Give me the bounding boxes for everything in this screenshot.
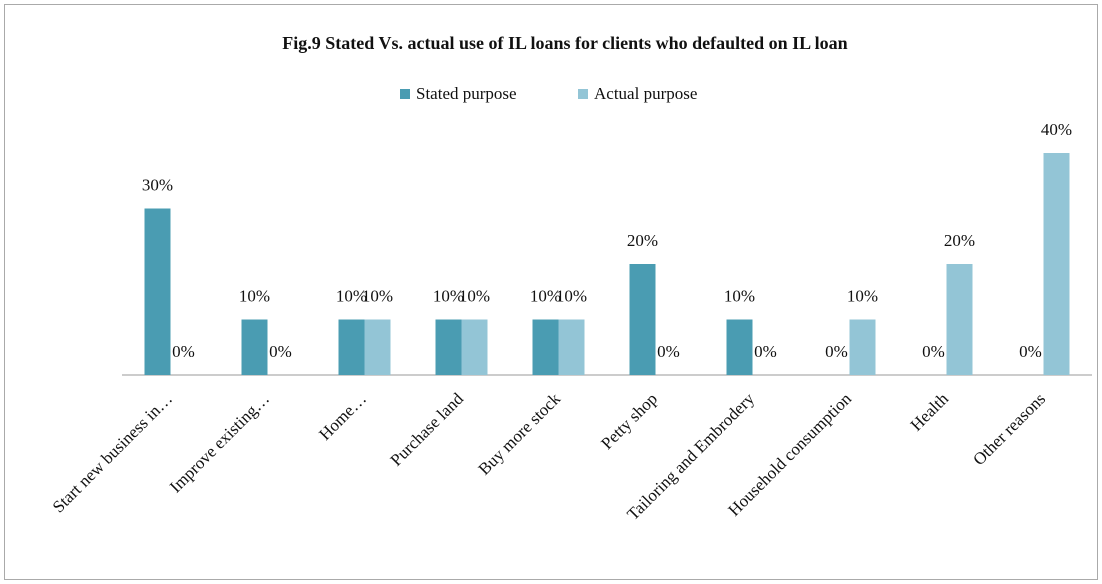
bar — [849, 319, 876, 375]
value-label: 10% — [459, 286, 490, 305]
legend-label: Stated purpose — [416, 84, 517, 103]
value-label: 0% — [657, 342, 680, 361]
value-label: 0% — [269, 342, 292, 361]
bar — [435, 319, 462, 375]
value-label: 10% — [530, 286, 561, 305]
bar — [241, 319, 268, 375]
bar — [338, 319, 365, 375]
value-label: 10% — [433, 286, 464, 305]
bar — [1043, 153, 1070, 375]
legend-swatch — [578, 89, 588, 99]
bar — [629, 264, 656, 375]
bar — [532, 319, 559, 375]
value-label: 20% — [627, 231, 658, 250]
value-label: 10% — [847, 286, 878, 305]
value-label: 40% — [1041, 120, 1072, 139]
legend-swatch — [400, 89, 410, 99]
value-label: 0% — [754, 342, 777, 361]
value-label: 10% — [336, 286, 367, 305]
value-label: 10% — [362, 286, 393, 305]
value-label: 10% — [239, 286, 270, 305]
value-label: 0% — [825, 342, 848, 361]
value-label: 20% — [944, 231, 975, 250]
bar — [726, 319, 753, 375]
chart-frame — [4, 4, 1098, 580]
bar — [461, 319, 488, 375]
bar — [144, 208, 171, 375]
value-label: 0% — [922, 342, 945, 361]
bar — [946, 264, 973, 375]
chart-title: Fig.9 Stated Vs. actual use of IL loans … — [282, 33, 847, 53]
value-label: 0% — [1019, 342, 1042, 361]
legend-label: Actual purpose — [594, 84, 697, 103]
value-label: 10% — [556, 286, 587, 305]
value-label: 30% — [142, 175, 173, 194]
bar — [558, 319, 585, 375]
bar — [364, 319, 391, 375]
value-label: 10% — [724, 286, 755, 305]
value-label: 0% — [172, 342, 195, 361]
